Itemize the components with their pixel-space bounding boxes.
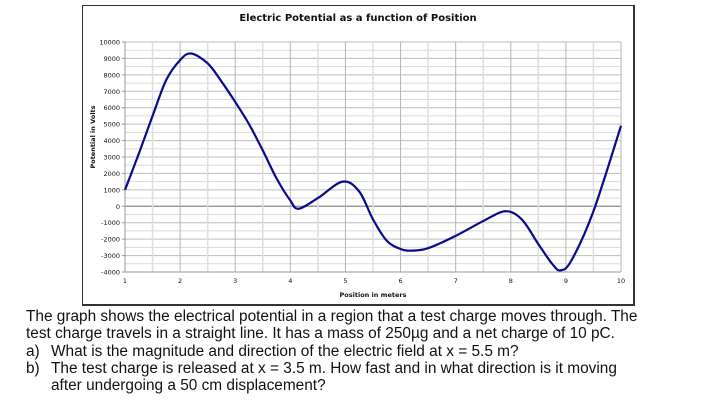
- part-b-text-line2: after undergoing a 50 cm displacement?: [51, 377, 326, 395]
- question-part-a: a) What is the magnitude and direction o…: [26, 343, 706, 360]
- y-tick-label: 4000: [103, 137, 120, 145]
- y-tick-label: -1000: [101, 219, 120, 227]
- truncated-text-above: [0, 0, 718, 3]
- question-intro-line1: The graph shows the electrical potential…: [26, 308, 638, 325]
- y-tick-label: 1000: [103, 186, 120, 194]
- x-axis-title: Position in meters: [340, 291, 407, 299]
- y-tick-label: 7000: [103, 88, 120, 96]
- part-a-label: a): [26, 342, 40, 360]
- potential-curve: [123, 52, 623, 272]
- part-b-text-line1: The test charge is released at x = 3.5 m…: [51, 359, 617, 377]
- y-tick-label: 3000: [103, 154, 120, 162]
- part-b-label: b): [26, 359, 40, 377]
- question-text: The graph shows the electrical potential…: [26, 308, 706, 394]
- question-part-b: b) The test charge is released at x = 3.…: [26, 360, 706, 395]
- y-tick-label: 9000: [103, 55, 120, 63]
- y-tick-label: -2000: [101, 236, 120, 244]
- x-tick-label: 1: [123, 277, 127, 285]
- y-axis-title: Potential in Volts: [89, 105, 97, 168]
- part-a-text: What is the magnitude and direction of t…: [51, 342, 519, 360]
- y-tick-label: 6000: [103, 104, 120, 112]
- x-tick-label: 2: [178, 277, 182, 285]
- x-tick-label: 10: [617, 277, 625, 285]
- chart-title: Electric Potential as a function of Posi…: [239, 13, 477, 24]
- y-tick-label: 8000: [103, 71, 120, 79]
- x-tick-label: 9: [564, 277, 568, 285]
- x-tick-label: 6: [398, 277, 402, 285]
- y-tick-label: -3000: [101, 252, 120, 260]
- y-tick-label: 2000: [103, 170, 120, 178]
- question-intro-line2: test charge travels in a straight line. …: [26, 325, 615, 343]
- x-tick-label: 7: [454, 277, 458, 285]
- x-tick-label: 4: [288, 277, 292, 285]
- chart-plot-area: 1000090008000700060005000400030002000100…: [89, 39, 625, 300]
- x-tick-label: 3: [233, 277, 237, 285]
- chart-frame: Electric Potential as a function of Posi…: [82, 5, 635, 306]
- x-tick-label: 5: [343, 277, 347, 285]
- y-tick-label: -4000: [101, 269, 120, 277]
- x-tick-label: 8: [509, 277, 513, 285]
- y-tick-label: 0: [116, 203, 120, 211]
- y-tick-label: 5000: [103, 121, 120, 129]
- y-tick-label: 10000: [99, 39, 120, 47]
